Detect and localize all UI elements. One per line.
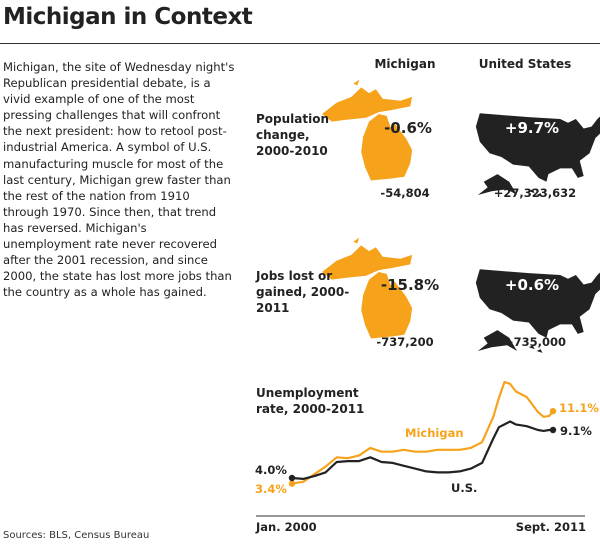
x-start-label: Jan. 2000: [256, 520, 317, 534]
title-divider: [0, 43, 600, 44]
us-end-label: 9.1%: [560, 424, 592, 438]
column-header-michigan: Michigan: [374, 57, 436, 71]
michigan-jobs-pct: -15.8%: [380, 276, 440, 294]
michigan-jobs-num: -737,200: [376, 335, 434, 349]
michigan-population-pct: -0.6%: [384, 119, 432, 137]
body-text: Michigan, the site of Wednesday night's …: [3, 60, 235, 300]
us-population-pct: +9.7%: [504, 119, 560, 137]
us-jobs-num: +735,000: [503, 335, 566, 349]
us-population-num: +27,323,632: [493, 186, 577, 200]
michigan-end-point: [549, 407, 557, 415]
michigan-series-label: Michigan: [405, 426, 464, 440]
row-label-jobs: Jobs lost or gained, 2000-2011: [256, 269, 350, 315]
column-header-us: United States: [478, 57, 572, 71]
x-end-label: Sept. 2011: [515, 520, 586, 534]
sources: Sources: BLS, Census Bureau: [3, 530, 150, 541]
michigan-start-label: 3.4%: [255, 482, 287, 496]
page-title: Michigan in Context: [3, 4, 253, 30]
series-line-michigan: [291, 380, 554, 485]
chart-title: Unemployment rate, 2000-2011: [256, 386, 365, 416]
us-start-point: [288, 474, 296, 482]
michigan-end-label: 11.1%: [559, 401, 599, 415]
row-label-population: Population change, 2000-2010: [256, 112, 330, 158]
us-start-label: 4.0%: [255, 463, 287, 477]
michigan-start-point: [288, 480, 296, 487]
us-series-label: U.S.: [451, 481, 478, 495]
us-jobs-pct: +0.6%: [504, 276, 560, 294]
series-line-us: [291, 420, 553, 480]
michigan-population-num: -54,804: [380, 186, 430, 200]
us-end-point: [549, 426, 557, 434]
